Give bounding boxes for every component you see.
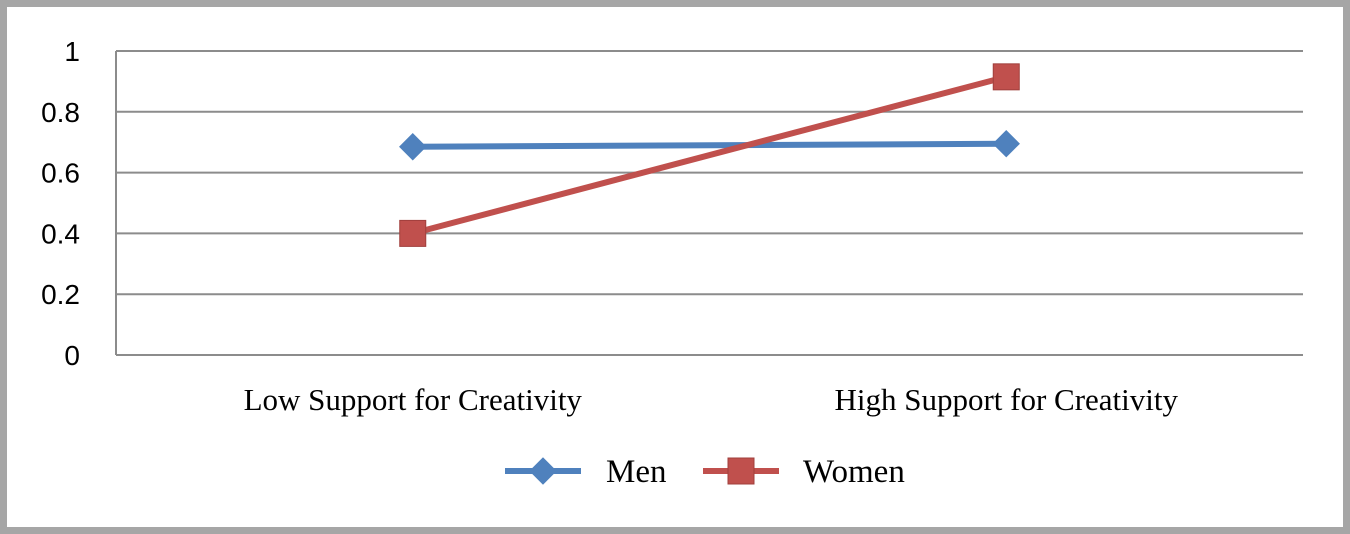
data-point: [992, 130, 1020, 158]
legend-swatch-marker: [727, 457, 755, 485]
data-point: [992, 63, 1020, 91]
x-category-label: Low Support for Creativity: [244, 382, 583, 417]
legend-item-men: Men: [505, 454, 667, 490]
y-tick-label: 0.2: [41, 279, 80, 310]
legend-label: Men: [606, 454, 667, 490]
gridlines: [115, 50, 1303, 356]
y-tick-label: 0.8: [41, 97, 80, 128]
legend-label: Women: [803, 454, 905, 490]
series-line: [412, 140, 1007, 150]
y-tick-label: 0: [64, 340, 80, 371]
y-tick-label: 0.6: [41, 158, 80, 189]
legend: Men Women: [505, 454, 905, 490]
legend-swatch-marker: [529, 457, 557, 485]
series-line: [411, 73, 1008, 237]
y-tick-label: 1: [64, 36, 80, 67]
y-axis-tick-labels: 0 0.2 0.4 0.6 0.8 1: [41, 36, 80, 371]
series-men: [399, 130, 1020, 161]
x-axis-category-labels: Low Support for Creativity High Support f…: [244, 382, 1179, 417]
data-point: [399, 133, 427, 161]
y-tick-label: 0.4: [41, 218, 80, 249]
series-women: [399, 63, 1020, 247]
x-category-label: High Support for Creativity: [834, 382, 1178, 417]
data-point: [399, 219, 427, 247]
legend-item-women: Women: [703, 454, 905, 490]
series-layer: [399, 63, 1020, 247]
